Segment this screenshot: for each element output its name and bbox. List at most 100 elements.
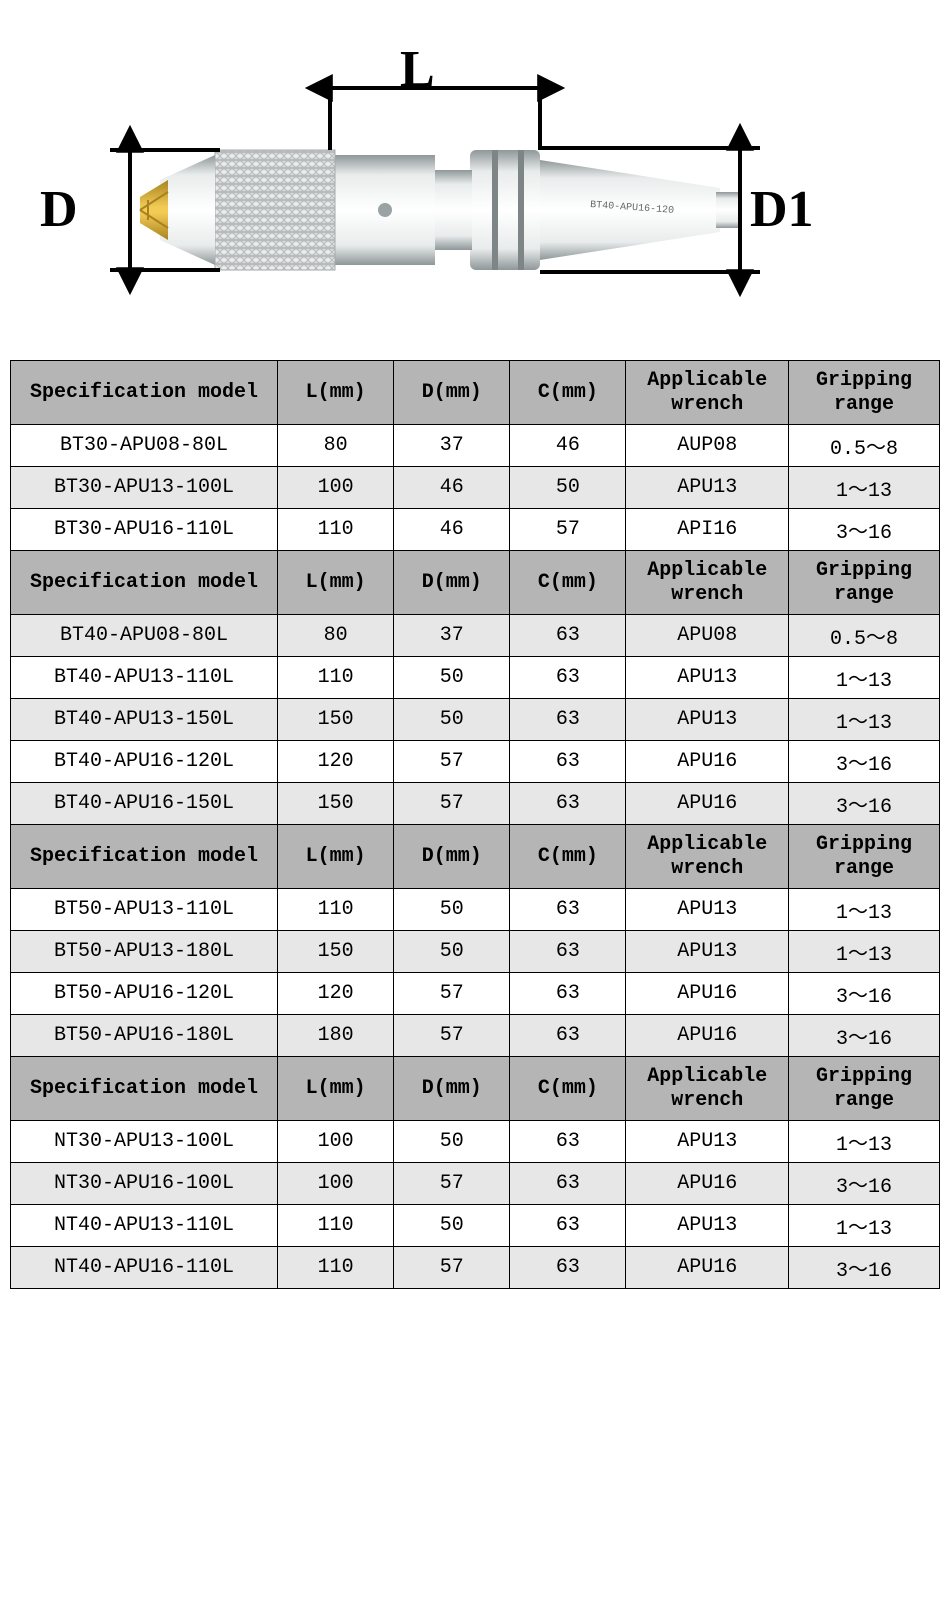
cell-model: BT50-APU13-110L	[11, 889, 278, 931]
cell-D: 57	[394, 1015, 510, 1057]
col-header: D(mm)	[394, 1057, 510, 1121]
cell-C: 63	[510, 889, 626, 931]
cell-wrench: APU13	[626, 657, 789, 699]
cell-model: BT40-APU16-120L	[11, 741, 278, 783]
cell-L: 150	[278, 699, 394, 741]
cell-C: 63	[510, 783, 626, 825]
cell-wrench: AUP08	[626, 425, 789, 467]
table-row: BT40-APU13-110L1105063APU131～13	[11, 657, 940, 699]
cell-grip: 1～13	[789, 931, 940, 973]
col-header: C(mm)	[510, 825, 626, 889]
cell-wrench: APU16	[626, 741, 789, 783]
cell-grip: 1～13	[789, 1205, 940, 1247]
col-header: L(mm)	[278, 825, 394, 889]
col-header: L(mm)	[278, 1057, 394, 1121]
cell-L: 110	[278, 509, 394, 551]
cell-C: 46	[510, 425, 626, 467]
col-header: Applicablewrench	[626, 361, 789, 425]
table-row: BT40-APU16-120L1205763APU163～16	[11, 741, 940, 783]
cell-C: 63	[510, 1205, 626, 1247]
col-header: C(mm)	[510, 361, 626, 425]
col-header: L(mm)	[278, 361, 394, 425]
col-header-line1: Applicable	[647, 1065, 767, 1088]
cell-C: 63	[510, 1247, 626, 1289]
col-header-line1: Applicable	[647, 369, 767, 392]
cell-model: NT40-APU13-110L	[11, 1205, 278, 1247]
col-header: Specification model	[11, 551, 278, 615]
cell-model: BT40-APU08-80L	[11, 615, 278, 657]
cell-L: 80	[278, 425, 394, 467]
col-header: D(mm)	[394, 825, 510, 889]
cell-model: BT40-APU13-150L	[11, 699, 278, 741]
cell-model: BT30-APU13-100L	[11, 467, 278, 509]
cell-grip: 3～16	[789, 1163, 940, 1205]
col-header: Specification model	[11, 361, 278, 425]
cell-grip: 3～16	[789, 509, 940, 551]
cell-model: BT30-APU08-80L	[11, 425, 278, 467]
cell-grip: 1～13	[789, 657, 940, 699]
cell-wrench: APU16	[626, 783, 789, 825]
spec-table: Specification modelL(mm)D(mm)C(mm)Applic…	[10, 360, 940, 1289]
cell-L: 150	[278, 783, 394, 825]
cell-D: 57	[394, 1247, 510, 1289]
cell-wrench: APU08	[626, 615, 789, 657]
cell-D: 37	[394, 425, 510, 467]
col-header: Grippingrange	[789, 361, 940, 425]
col-header: C(mm)	[510, 551, 626, 615]
col-header-line2: wrench	[671, 583, 743, 606]
cell-grip: 1～13	[789, 1121, 940, 1163]
cell-C: 57	[510, 509, 626, 551]
cell-model: NT30-APU13-100L	[11, 1121, 278, 1163]
cell-C: 63	[510, 1121, 626, 1163]
cell-wrench: APU16	[626, 1247, 789, 1289]
col-header-line1: Gripping	[816, 559, 912, 582]
table-row: BT50-APU16-180L1805763APU163～16	[11, 1015, 940, 1057]
cell-C: 63	[510, 1163, 626, 1205]
cell-D: 50	[394, 1121, 510, 1163]
cell-L: 110	[278, 889, 394, 931]
cell-grip: 3～16	[789, 1247, 940, 1289]
cell-wrench: APU13	[626, 931, 789, 973]
table-row: BT50-APU13-110L1105063APU131～13	[11, 889, 940, 931]
dim-label-d: D	[40, 180, 78, 239]
col-header: Grippingrange	[789, 551, 940, 615]
col-header: Grippingrange	[789, 825, 940, 889]
diagram-svg: BT40-APU16-120	[0, 0, 950, 350]
table-row: BT50-APU16-120L1205763APU163～16	[11, 973, 940, 1015]
cell-L: 100	[278, 1121, 394, 1163]
cell-C: 63	[510, 973, 626, 1015]
cell-D: 57	[394, 1163, 510, 1205]
cell-L: 150	[278, 931, 394, 973]
cell-grip: 1～13	[789, 467, 940, 509]
cell-D: 46	[394, 467, 510, 509]
table-header-row: Specification modelL(mm)D(mm)C(mm)Applic…	[11, 1057, 940, 1121]
col-header: Grippingrange	[789, 1057, 940, 1121]
cell-L: 110	[278, 657, 394, 699]
cell-L: 80	[278, 615, 394, 657]
col-header: Applicablewrench	[626, 1057, 789, 1121]
table-row: BT50-APU13-180L1505063APU131～13	[11, 931, 940, 973]
col-header-line2: range	[834, 1089, 894, 1112]
cell-grip: 3～16	[789, 1015, 940, 1057]
cell-D: 57	[394, 973, 510, 1015]
cell-model: BT30-APU16-110L	[11, 509, 278, 551]
cell-grip: 3～16	[789, 973, 940, 1015]
cell-wrench: APU13	[626, 1121, 789, 1163]
cell-D: 57	[394, 783, 510, 825]
cell-C: 63	[510, 657, 626, 699]
cell-wrench: APU13	[626, 889, 789, 931]
col-header: D(mm)	[394, 361, 510, 425]
cell-grip: 3～16	[789, 783, 940, 825]
col-header: C(mm)	[510, 1057, 626, 1121]
cell-D: 46	[394, 509, 510, 551]
cell-C: 63	[510, 931, 626, 973]
col-header-line1: Applicable	[647, 833, 767, 856]
cell-model: NT30-APU16-100L	[11, 1163, 278, 1205]
cell-grip: 3～16	[789, 741, 940, 783]
col-header: L(mm)	[278, 551, 394, 615]
table-row: NT30-APU16-100L1005763APU163～16	[11, 1163, 940, 1205]
cell-model: NT40-APU16-110L	[11, 1247, 278, 1289]
table-header-row: Specification modelL(mm)D(mm)C(mm)Applic…	[11, 361, 940, 425]
cell-D: 37	[394, 615, 510, 657]
cell-L: 120	[278, 973, 394, 1015]
